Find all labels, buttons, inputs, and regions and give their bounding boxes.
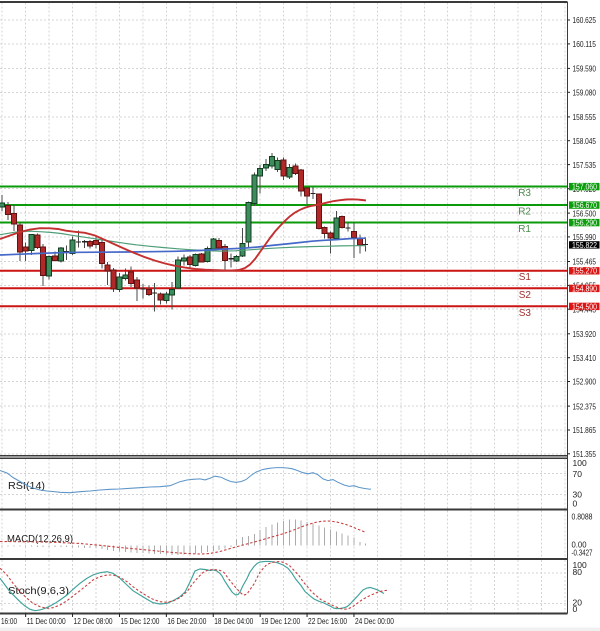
- svg-text:11 Dec 00:00: 11 Dec 00:00: [27, 616, 66, 626]
- svg-text:20: 20: [573, 598, 583, 608]
- svg-text:22 Dec 16:00: 22 Dec 16:00: [308, 616, 347, 626]
- svg-text:154.890: 154.890: [572, 284, 597, 293]
- svg-text:157.535: 157.535: [573, 160, 597, 170]
- svg-text:155.270: 155.270: [572, 267, 597, 276]
- svg-text:100: 100: [573, 458, 587, 468]
- svg-text:152.900: 152.900: [573, 377, 597, 387]
- svg-text:15 Dec 12:00: 15 Dec 12:00: [120, 616, 159, 626]
- svg-text:154.500: 154.500: [572, 302, 597, 311]
- svg-text:100: 100: [573, 560, 587, 570]
- svg-text:153.920: 153.920: [573, 329, 597, 339]
- svg-text:151.355: 151.355: [573, 449, 597, 459]
- svg-text:S1: S1: [519, 272, 532, 283]
- svg-text:Stoch(9,6,3): Stoch(9,6,3): [8, 585, 69, 597]
- svg-text:157.060: 157.060: [572, 183, 597, 192]
- svg-text:S2: S2: [519, 290, 532, 301]
- svg-text:24 Dec 00:00: 24 Dec 00:00: [355, 616, 394, 626]
- svg-text:160.115: 160.115: [573, 39, 597, 49]
- svg-text:156.290: 156.290: [572, 219, 597, 228]
- svg-text:80: 80: [573, 567, 583, 577]
- svg-text:0.00: 0.00: [572, 540, 587, 550]
- svg-text:R3: R3: [518, 188, 531, 199]
- svg-text:0: 0: [573, 499, 578, 509]
- svg-text:159.590: 159.590: [573, 64, 597, 74]
- svg-text:155.990: 155.990: [573, 232, 597, 242]
- svg-text:158.045: 158.045: [573, 136, 597, 146]
- svg-text:155.822: 155.822: [572, 241, 597, 250]
- svg-text:151.865: 151.865: [573, 425, 597, 435]
- svg-text:S3: S3: [519, 308, 532, 319]
- svg-text:155.465: 155.465: [573, 257, 597, 267]
- svg-text:160.625: 160.625: [573, 15, 597, 25]
- svg-text:152.375: 152.375: [573, 401, 597, 411]
- svg-text:0: 0: [573, 604, 578, 614]
- svg-text:16 Dec 20:00: 16 Dec 20:00: [167, 616, 206, 626]
- svg-text:19 Dec 12:00: 19 Dec 12:00: [261, 616, 300, 626]
- svg-text:R1: R1: [518, 224, 531, 235]
- svg-text:156.670: 156.670: [572, 201, 597, 210]
- svg-text:156.500: 156.500: [573, 208, 597, 218]
- svg-text:0.8088: 0.8088: [572, 512, 593, 522]
- svg-text:12 Dec 08:00: 12 Dec 08:00: [74, 616, 113, 626]
- svg-text:70: 70: [573, 469, 583, 479]
- svg-text:16:00: 16:00: [1, 616, 17, 626]
- svg-text:18 Dec 04:00: 18 Dec 04:00: [214, 616, 253, 626]
- svg-text:R2: R2: [518, 207, 531, 218]
- svg-text:30: 30: [573, 490, 583, 500]
- svg-text:153.410: 153.410: [573, 353, 597, 363]
- svg-text:159.080: 159.080: [573, 88, 597, 98]
- svg-text:158.555: 158.555: [573, 112, 597, 122]
- svg-text:-0.3427: -0.3427: [572, 548, 593, 558]
